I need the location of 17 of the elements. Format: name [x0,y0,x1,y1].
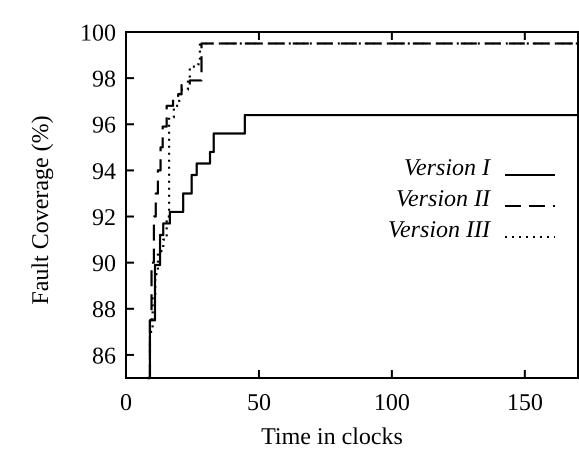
y-tick-label: 98 [92,66,116,93]
x-tick-label: 150 [506,390,543,416]
y-tick-label: 92 [92,204,116,231]
y-tick-label: 100 [80,20,116,46]
y-tick-label: 90 [92,251,116,278]
y-tick-label: 94 [92,158,116,185]
y-tick-label: 88 [92,297,116,324]
legend-label: Version II [396,186,492,212]
legend-label: Version I [404,155,491,181]
y-tick-label: 96 [92,112,116,139]
legend-label: Version III [388,217,491,243]
x-tick-label: 100 [374,390,410,416]
x-tick-label: 50 [246,390,271,416]
x-tick-label: 0 [120,390,132,416]
x-axis-title: Time in clocks [261,424,403,450]
y-tick-label: 86 [92,343,116,370]
y-axis-title: Fault Coverage (%) [28,115,54,305]
